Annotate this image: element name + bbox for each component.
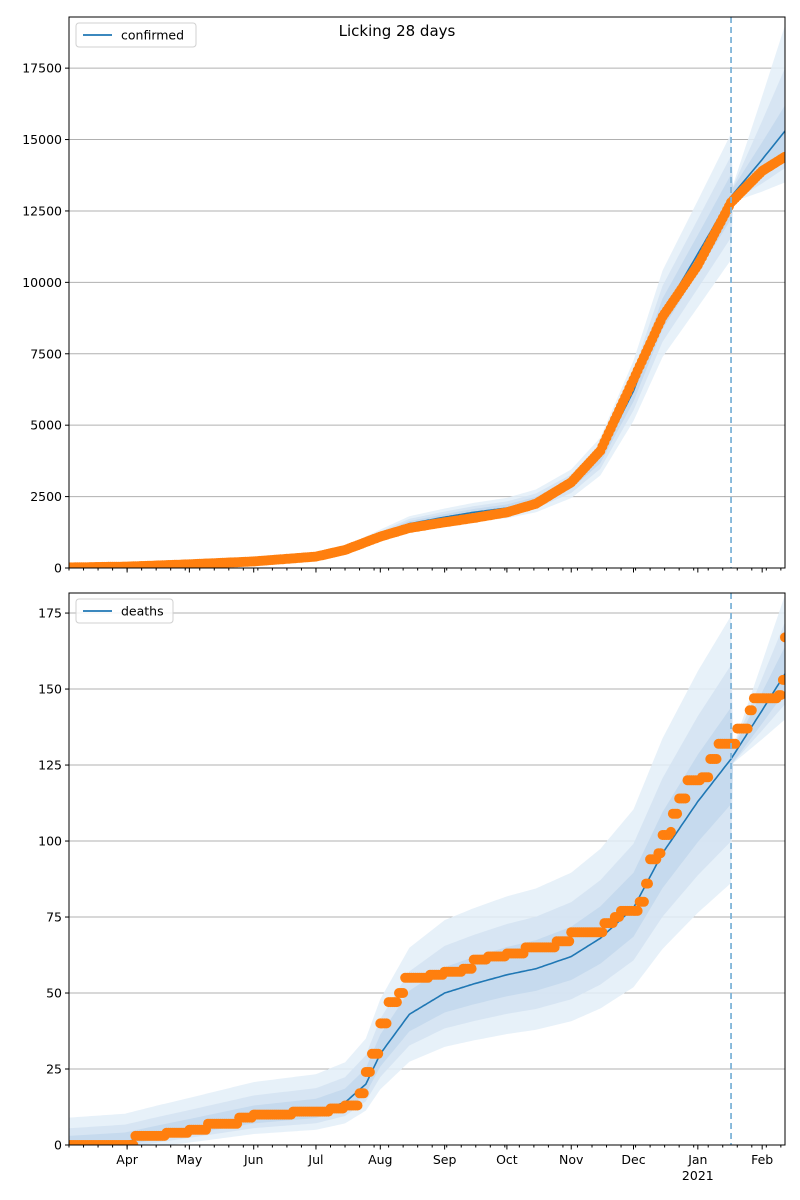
axes-frame [68,16,786,569]
plot-area [69,25,785,568]
observed-point [780,151,785,162]
observed-point [128,1140,139,1145]
legend-box [75,22,197,48]
observed-point [564,936,575,947]
legend-box [75,598,174,624]
observed-point [643,878,653,889]
y-tick-label: 17500 [22,61,62,76]
observed-point [381,1018,392,1029]
observed-point [352,1100,363,1111]
observed-point [730,738,741,749]
observed-point [775,690,785,701]
deaths-axes: 0 25 50 75 100 125 150 175 Apr May Jun Jul Aug Sep Oct… [38,592,786,1183]
uncertainty-band-inner [69,105,785,568]
observed-point [632,905,643,916]
y-tick-label: 0 [54,1138,62,1153]
uncertainty-band-inner [69,646,785,1145]
y-tick-label: 100 [38,834,62,849]
observed-point [466,963,477,974]
y-tick-label: 150 [38,682,62,697]
x-tick-label: Nov [559,1152,584,1167]
observed-point [777,674,785,685]
y-tick-label: 2500 [30,489,62,504]
y-tick-label: 12500 [22,203,62,218]
observed-point [597,927,608,938]
observed-point [358,1088,369,1099]
observed-point [680,793,691,804]
chart-title: Licking 28 days [339,22,456,40]
x-tick-year-label: 2021 [682,1168,714,1183]
x-tick-label: Aug [368,1152,392,1167]
x-tick-label: Oct [496,1152,518,1167]
observed-point [742,723,753,734]
observed-point [364,1067,375,1077]
y-tick-label: 25 [46,1062,62,1077]
legend: confirmed [75,22,197,48]
observed-point [665,826,676,837]
observed-point [746,705,757,716]
observed-point [373,1048,384,1059]
y-tick-label: 0 [54,561,62,576]
observed-point [672,808,683,819]
y-tick-label: 75 [46,910,62,925]
median-line [69,130,785,568]
x-tick-label: Feb [751,1152,773,1167]
x-tick-label: May [176,1152,202,1167]
observed-point [711,754,722,764]
observed-point [703,772,714,783]
x-tick-label: Jul [307,1152,323,1167]
observed-point [655,848,666,859]
y-tick-label: 125 [38,758,62,773]
x-tick-label: Apr [116,1152,138,1167]
y-tick-label: 7500 [30,346,62,361]
axes-frame [68,592,786,1146]
x-tick-label: Sep [433,1152,457,1167]
legend-label: deaths [121,604,164,619]
confirmed-axes: 0 2500 5000 7500 10000 12500 15000 17500 confirm… [22,16,786,576]
observed-point [398,988,409,998]
x-tick-label: Jan [687,1152,707,1167]
legend-label: confirmed [121,28,184,43]
x-tick-label: Dec [621,1152,645,1167]
y-tick-label: 15000 [22,132,62,147]
y-tick-label: 5000 [30,418,62,433]
y-tick-label: 10000 [22,275,62,290]
y-tick-label: 50 [46,986,62,1001]
observed-point [391,997,402,1008]
uncertainty-band-middle [69,68,785,568]
plot-area [69,594,785,1145]
observed-point [780,632,785,643]
legend: deaths [75,598,174,624]
x-tick-label: Jun [243,1152,264,1167]
uncertainty-band-middle [69,622,785,1145]
observed-point [638,896,649,907]
y-tick-label: 175 [38,606,62,621]
